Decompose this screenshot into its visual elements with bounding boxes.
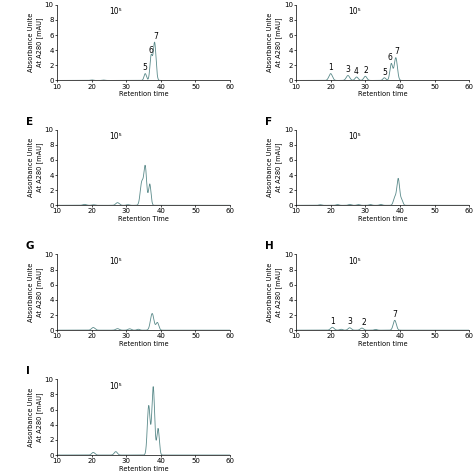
Text: G: G [26, 241, 34, 252]
Text: 10⁵: 10⁵ [109, 132, 122, 141]
Y-axis label: Absorbance Unite
At A280 [mAU]: Absorbance Unite At A280 [mAU] [267, 263, 282, 322]
Text: 5: 5 [142, 64, 147, 73]
Text: 7: 7 [153, 32, 158, 41]
Text: 10⁵: 10⁵ [109, 382, 122, 391]
X-axis label: Retention time: Retention time [118, 91, 168, 97]
Text: 7: 7 [395, 47, 400, 56]
Text: E: E [26, 117, 33, 127]
Text: 7: 7 [392, 310, 397, 319]
Text: 5: 5 [382, 68, 387, 77]
Text: 1: 1 [330, 317, 335, 326]
Text: 10⁵: 10⁵ [109, 7, 122, 16]
Text: C: C [26, 0, 33, 2]
X-axis label: Retention time: Retention time [118, 341, 168, 347]
X-axis label: Retention Time: Retention Time [118, 216, 169, 222]
Text: 10⁵: 10⁵ [109, 257, 122, 266]
Text: 3: 3 [347, 318, 352, 327]
Y-axis label: Absorbance Unite
At A280 [mAU]: Absorbance Unite At A280 [mAU] [28, 138, 43, 197]
Text: 10⁵: 10⁵ [348, 7, 361, 16]
Text: 10⁵: 10⁵ [348, 257, 361, 266]
Text: H: H [265, 241, 273, 252]
Text: 3: 3 [346, 65, 350, 74]
Text: I: I [26, 366, 29, 376]
Text: 6: 6 [148, 46, 153, 55]
Text: F: F [265, 117, 272, 127]
X-axis label: Retention time: Retention time [358, 216, 408, 222]
Text: 6: 6 [388, 53, 392, 62]
Y-axis label: Absorbance Unite
At A280 [mAU]: Absorbance Unite At A280 [mAU] [28, 263, 43, 322]
X-axis label: Retention time: Retention time [118, 465, 168, 472]
Text: 1: 1 [328, 64, 333, 73]
Text: 4: 4 [353, 67, 358, 76]
Text: D: D [265, 0, 273, 2]
Text: 2: 2 [361, 318, 366, 327]
Y-axis label: Absorbance Unite
At A280 [mAU]: Absorbance Unite At A280 [mAU] [267, 13, 282, 72]
Text: 2: 2 [364, 66, 369, 75]
Y-axis label: Absorbance Unite
At A280 [mAU]: Absorbance Unite At A280 [mAU] [28, 388, 43, 447]
X-axis label: Retention time: Retention time [358, 341, 408, 347]
Y-axis label: Absorbance Unite
At A280 [mAU]: Absorbance Unite At A280 [mAU] [267, 138, 282, 197]
X-axis label: Retention time: Retention time [358, 91, 408, 97]
Y-axis label: Absorbance Unite
At A280 [mAU]: Absorbance Unite At A280 [mAU] [28, 13, 43, 72]
Text: 10⁵: 10⁵ [348, 132, 361, 141]
